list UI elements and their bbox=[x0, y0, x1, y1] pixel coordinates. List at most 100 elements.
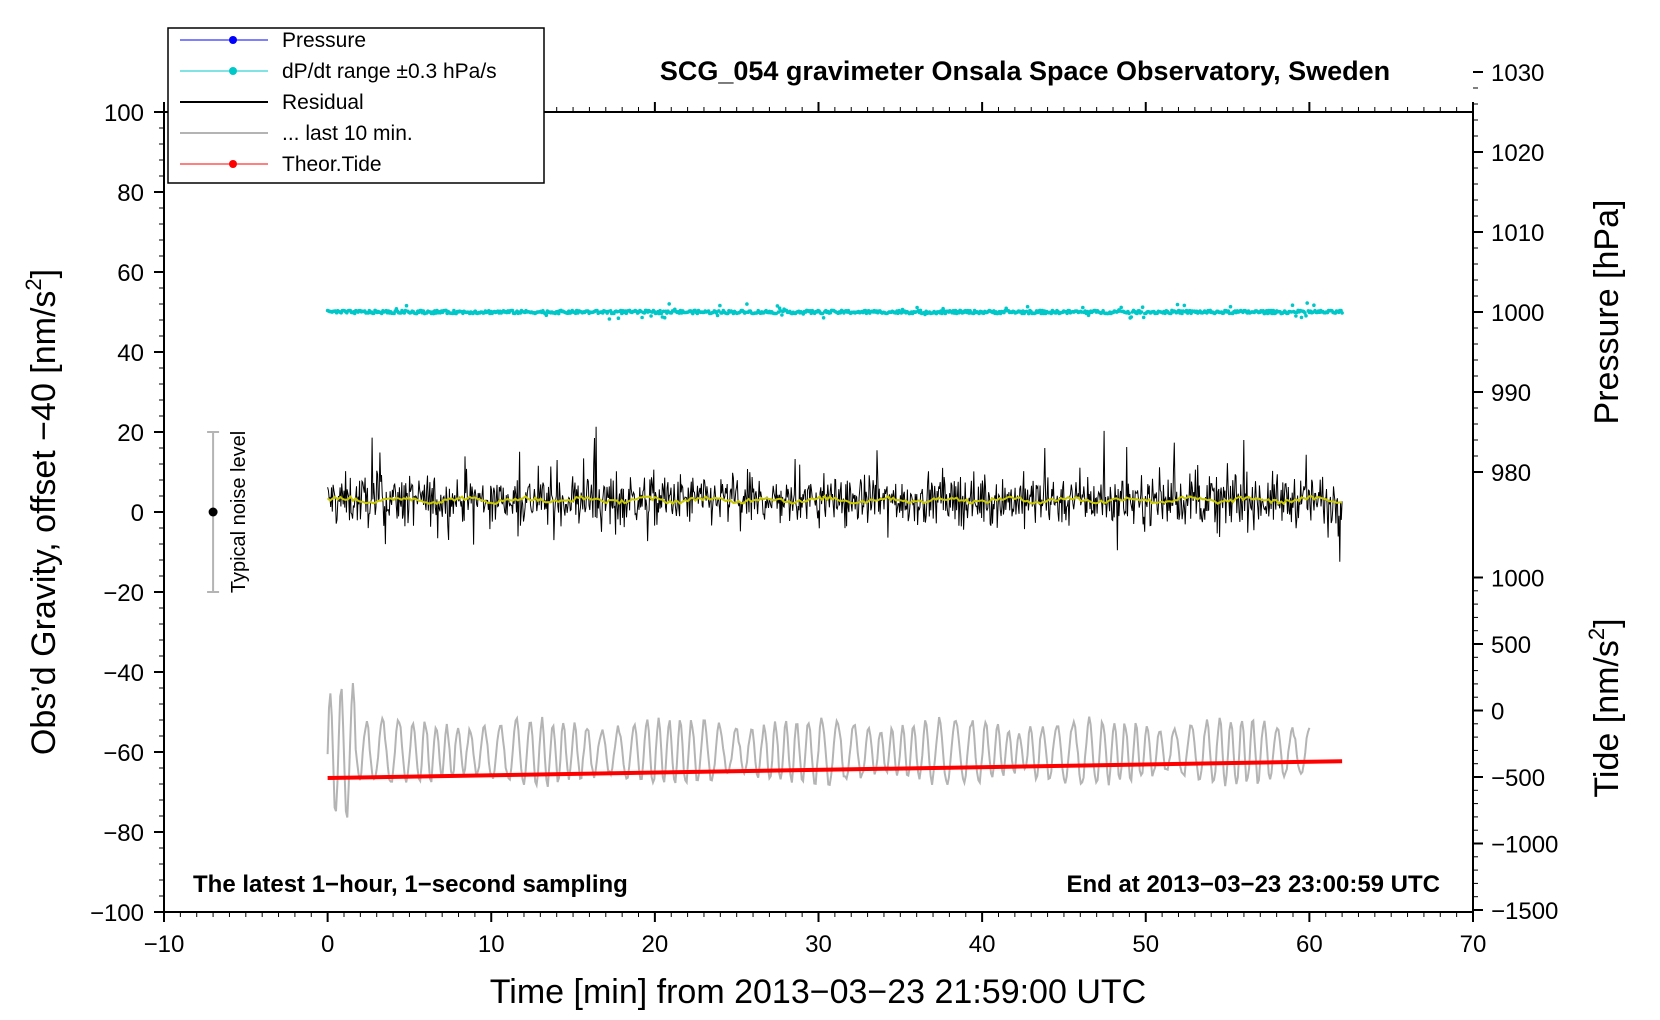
tide-tick-label: −1500 bbox=[1491, 898, 1558, 925]
pressure-tick-label: 1010 bbox=[1491, 220, 1544, 247]
noise-label: Typical noise level bbox=[228, 431, 250, 593]
dpdt-point bbox=[659, 311, 664, 316]
dpdt-point bbox=[510, 308, 515, 313]
dpdt-point bbox=[1141, 315, 1146, 320]
dpdt-point bbox=[1024, 309, 1029, 314]
dpdt-point bbox=[1312, 303, 1316, 308]
y-tick-label: 100 bbox=[104, 100, 144, 127]
dpdt-point bbox=[1129, 315, 1134, 319]
dpdt-point bbox=[1290, 303, 1295, 308]
left-axis-title-sup: 2 bbox=[21, 278, 46, 290]
dpdt-point bbox=[404, 303, 409, 308]
dpdt-point bbox=[1340, 311, 1344, 315]
y-tick-label: 0 bbox=[131, 500, 144, 527]
dpdt-point bbox=[372, 311, 376, 316]
axis-layer: −10 0 10 20 30 40 50 60 70100806040200−20−40−60−… bbox=[90, 60, 1558, 958]
left-axis-title-main: Obs’d Gravity, offset −40 [nm/s bbox=[25, 291, 63, 756]
y-tick-label: −60 bbox=[103, 740, 144, 767]
dpdt-point bbox=[1119, 305, 1123, 310]
dpdt-point bbox=[1175, 302, 1180, 307]
dpdt-point bbox=[544, 313, 549, 318]
dpdt-point bbox=[658, 308, 662, 313]
legend-label: ... last 10 min. bbox=[282, 122, 413, 145]
dpdt-point bbox=[1271, 308, 1276, 313]
dpdt-point bbox=[718, 303, 722, 308]
pressure-axis-title: Pressure [hPa] bbox=[1588, 200, 1626, 425]
tide-tick-label: 0 bbox=[1491, 699, 1504, 726]
dpdt-point bbox=[1228, 304, 1233, 309]
y-tick-label: −40 bbox=[103, 660, 144, 687]
legend: Pressure dP/dt range ±0.3 hPa/s Residual..… bbox=[167, 27, 545, 184]
y-tick-label: −20 bbox=[103, 580, 144, 607]
pressure-tick-label: 980 bbox=[1491, 460, 1531, 487]
dpdt-point bbox=[1304, 314, 1308, 318]
tide-tick-label: 500 bbox=[1491, 632, 1531, 659]
annotation-bottom-left: The latest 1−hour, 1−second sampling bbox=[193, 871, 628, 898]
left-axis-title: Obs’d Gravity, offset −40 [nm/s2] bbox=[21, 269, 63, 755]
dpdt-point bbox=[607, 317, 612, 321]
dpdt-points bbox=[325, 301, 1344, 321]
y-tick-label: 80 bbox=[117, 180, 144, 207]
dpdt-point bbox=[556, 311, 561, 316]
dpdt-point bbox=[1182, 303, 1187, 308]
tide-axis-title-close: ] bbox=[1588, 618, 1626, 627]
noise-level-indicator: Typical noise level bbox=[207, 431, 250, 593]
pressure-tick-label: 990 bbox=[1491, 380, 1531, 407]
dpdt-point bbox=[1261, 309, 1265, 313]
legend-label: Pressure bbox=[282, 29, 366, 52]
tide-axis-title-main: Tide [nm/s bbox=[1588, 640, 1626, 797]
dpdt-point bbox=[777, 306, 782, 311]
series-layer bbox=[325, 301, 1344, 818]
dpdt-point bbox=[715, 313, 720, 318]
y-tick-label: −80 bbox=[103, 820, 144, 847]
tide-tick-label: 1000 bbox=[1491, 566, 1544, 593]
dpdt-point bbox=[1127, 311, 1131, 316]
tide-tick-label: −500 bbox=[1491, 765, 1545, 792]
y-tick-label: −100 bbox=[90, 900, 144, 927]
annotation-bottom-right: End at 2013−03−23 23:00:59 UTC bbox=[1066, 871, 1440, 898]
dpdt-point bbox=[775, 304, 780, 308]
dpdt-point bbox=[1299, 315, 1304, 320]
chart-title: SCG_054 gravimeter Onsala Space Observat… bbox=[660, 56, 1390, 86]
dpdt-point bbox=[940, 311, 944, 316]
legend-label: Residual bbox=[282, 91, 364, 114]
dpdt-point bbox=[616, 316, 621, 321]
x-tick-label: 10 bbox=[478, 931, 505, 958]
y-tick-label: 40 bbox=[117, 340, 144, 367]
legend-swatch-dot bbox=[229, 36, 237, 44]
dpdt-point bbox=[1026, 311, 1031, 316]
dpdt-point bbox=[1174, 310, 1179, 315]
tide-axis-title: Tide [nm/s2] bbox=[1584, 618, 1626, 797]
dpdt-point bbox=[918, 308, 923, 313]
legend-label: Theor.Tide bbox=[282, 153, 382, 176]
dpdt-point bbox=[1305, 301, 1309, 305]
noise-dot bbox=[208, 507, 218, 517]
x-tick-label: −10 bbox=[144, 931, 185, 958]
residual-smoothed-line bbox=[326, 494, 1343, 506]
pressure-tick-label: 1030 bbox=[1491, 60, 1544, 87]
tide-axis-title-sup: 2 bbox=[1584, 628, 1609, 640]
x-tick-label: 60 bbox=[1296, 931, 1323, 958]
dpdt-point bbox=[780, 313, 784, 317]
legend-items: Pressure dP/dt range ±0.3 hPa/s Residual..… bbox=[180, 29, 497, 176]
x-tick-label: 30 bbox=[805, 931, 832, 958]
dpdt-point bbox=[915, 305, 919, 310]
legend-box bbox=[167, 27, 545, 184]
x-tick-label: 0 bbox=[321, 931, 334, 958]
residual-line bbox=[327, 426, 1343, 562]
dpdt-point bbox=[1294, 314, 1298, 318]
dpdt-point bbox=[667, 302, 671, 306]
x-axis-title: Time [min] from 2013−03−23 21:59:00 UTC bbox=[490, 973, 1146, 1011]
dpdt-point bbox=[1081, 305, 1085, 310]
left-axis-title-close: ] bbox=[25, 269, 63, 278]
legend-swatch-dot bbox=[229, 67, 237, 75]
y-tick-label: 60 bbox=[117, 260, 144, 287]
x-tick-label: 40 bbox=[969, 931, 996, 958]
dpdt-point bbox=[691, 311, 695, 316]
dpdt-point bbox=[821, 316, 826, 320]
dpdt-point bbox=[745, 302, 749, 306]
dpdt-point bbox=[1140, 305, 1145, 310]
x-tick-label: 70 bbox=[1460, 931, 1487, 958]
dpdt-point bbox=[649, 314, 653, 318]
tide-tick-label: −1000 bbox=[1491, 832, 1558, 859]
